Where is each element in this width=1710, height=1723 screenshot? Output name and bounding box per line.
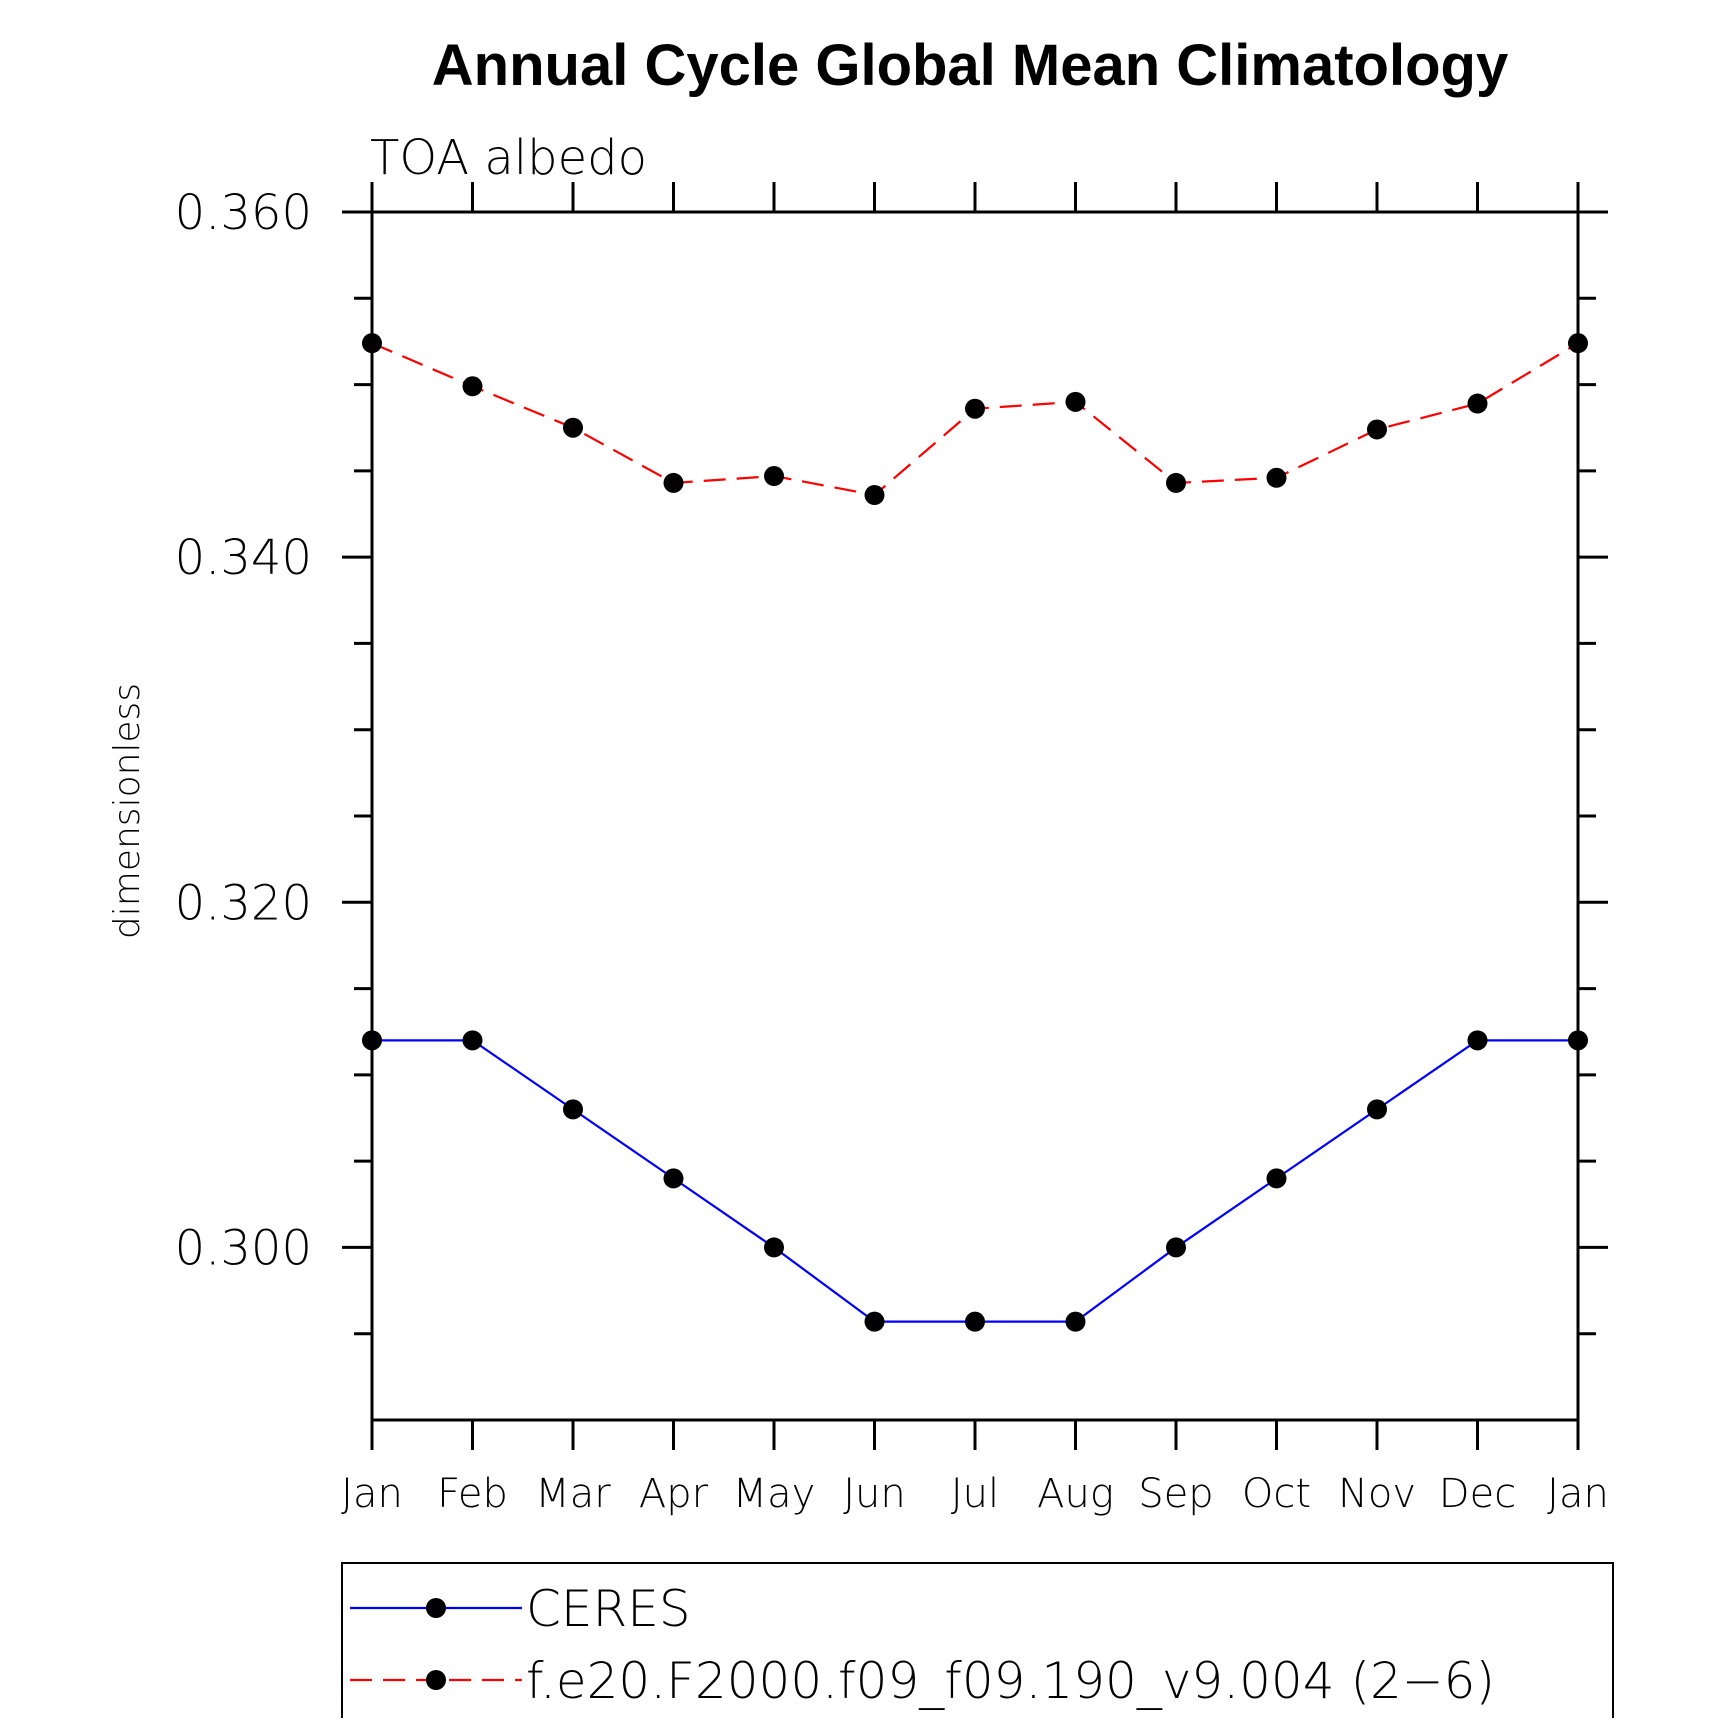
data-point-series-1 (864, 1311, 885, 1332)
data-point-series-2 (1065, 391, 1086, 412)
x-tick-label: Sep (1138, 1471, 1213, 1517)
x-tick-label: Mar (535, 1471, 611, 1517)
x-tick-label: Jun (843, 1471, 906, 1517)
data-point-series-2 (462, 376, 483, 397)
x-tick-label: Jan (341, 1471, 403, 1517)
data-point-series-1 (965, 1311, 985, 1332)
data-point-series-2 (663, 472, 684, 493)
data-point-series-2 (864, 485, 885, 506)
y-tick-label: 0.300 (175, 1220, 312, 1276)
legend-label-1: CERES (526, 1580, 691, 1638)
x-tick-label: Apr (639, 1471, 709, 1517)
legend-marker-2 (426, 1670, 446, 1690)
legend-marker-1 (426, 1598, 446, 1618)
series-layer (362, 333, 1588, 1332)
data-point-series-1 (1367, 1099, 1387, 1120)
data-point-series-1 (1568, 1030, 1588, 1051)
data-point-series-1 (1065, 1311, 1086, 1332)
x-tick-label: Dec (1439, 1471, 1516, 1517)
data-point-series-1 (462, 1030, 483, 1051)
axes: Jan Feb Mar Apr May Jun Jul Aug Sep Oct Nov Dec Jan 0… (175, 182, 1609, 1517)
x-tick-label: Nov (1338, 1471, 1416, 1517)
data-point-series-2 (1568, 333, 1588, 354)
data-point-series-1 (563, 1099, 583, 1120)
data-point-series-2 (362, 333, 382, 354)
chart-subtitle: TOA albedo (370, 130, 647, 186)
legend: CERES f.e20.F2000.f09_f09.190_v9.004 (2−6… (341, 1562, 1614, 1723)
x-tick-label: Oct (1242, 1471, 1311, 1517)
legend-box (341, 1562, 1614, 1723)
data-point-series-2 (1166, 472, 1186, 493)
series-line-2 (371, 342, 1579, 497)
data-point-series-2 (1367, 419, 1387, 440)
data-point-series-1 (1266, 1168, 1287, 1189)
x-tick-label: Aug (1037, 1471, 1114, 1517)
data-point-series-2 (1467, 393, 1488, 414)
data-point-series-1 (362, 1030, 382, 1051)
series-line-1 (372, 1039, 1578, 1323)
chart-title: Annual Cycle Global Mean Climatology (432, 33, 1508, 98)
y-axis-label: dimensionless (107, 683, 148, 939)
x-tick-label: Jul (951, 1471, 999, 1517)
data-point-series-2 (1266, 467, 1287, 488)
y-tick-label: 0.320 (175, 875, 312, 931)
data-point-series-2 (563, 417, 583, 438)
data-point-series-1 (764, 1237, 784, 1258)
y-tick-label: 0.360 (175, 185, 312, 241)
data-point-series-1 (663, 1168, 684, 1189)
legend-label-2: f.e20.F2000.f09_f09.190_v9.004 (2−6) (526, 1652, 1495, 1710)
x-tick-label: Feb (437, 1471, 508, 1517)
x-tick-label: May (733, 1471, 816, 1517)
data-point-series-1 (1467, 1030, 1488, 1051)
data-point-series-2 (764, 466, 784, 487)
x-tick-label: Jan (1547, 1471, 1609, 1517)
data-point-series-2 (965, 398, 985, 419)
data-point-series-1 (1166, 1237, 1186, 1258)
y-tick-label: 0.340 (175, 530, 312, 586)
